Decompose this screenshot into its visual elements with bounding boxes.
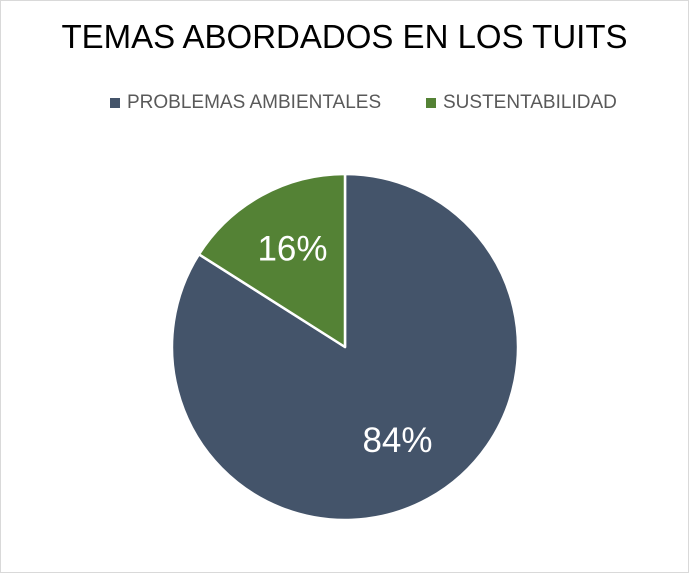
legend-swatch-sustentabilidad — [426, 98, 436, 108]
legend-swatch-problemas-ambientales — [110, 98, 120, 108]
legend-label-problemas-ambientales: PROBLEMAS AMBIENTALES — [127, 92, 382, 113]
legend-item-sustentabilidad: SUSTENTABILIDAD — [426, 92, 617, 114]
data-label-sustentabilidad: 16% — [257, 230, 327, 269]
legend-label-sustentabilidad: SUSTENTABILIDAD — [443, 92, 617, 113]
chart-title: TEMAS ABORDADOS EN LOS TUITS — [61, 18, 628, 55]
chart-legend: PROBLEMAS AMBIENTALES SUSTENTABILIDAD — [0, 92, 689, 114]
legend-item-problemas-ambientales: PROBLEMAS AMBIENTALES — [110, 92, 381, 114]
data-label-problemas-ambientales: 84% — [362, 421, 432, 460]
pie-slice-sustentabilidad — [197, 172, 347, 349]
